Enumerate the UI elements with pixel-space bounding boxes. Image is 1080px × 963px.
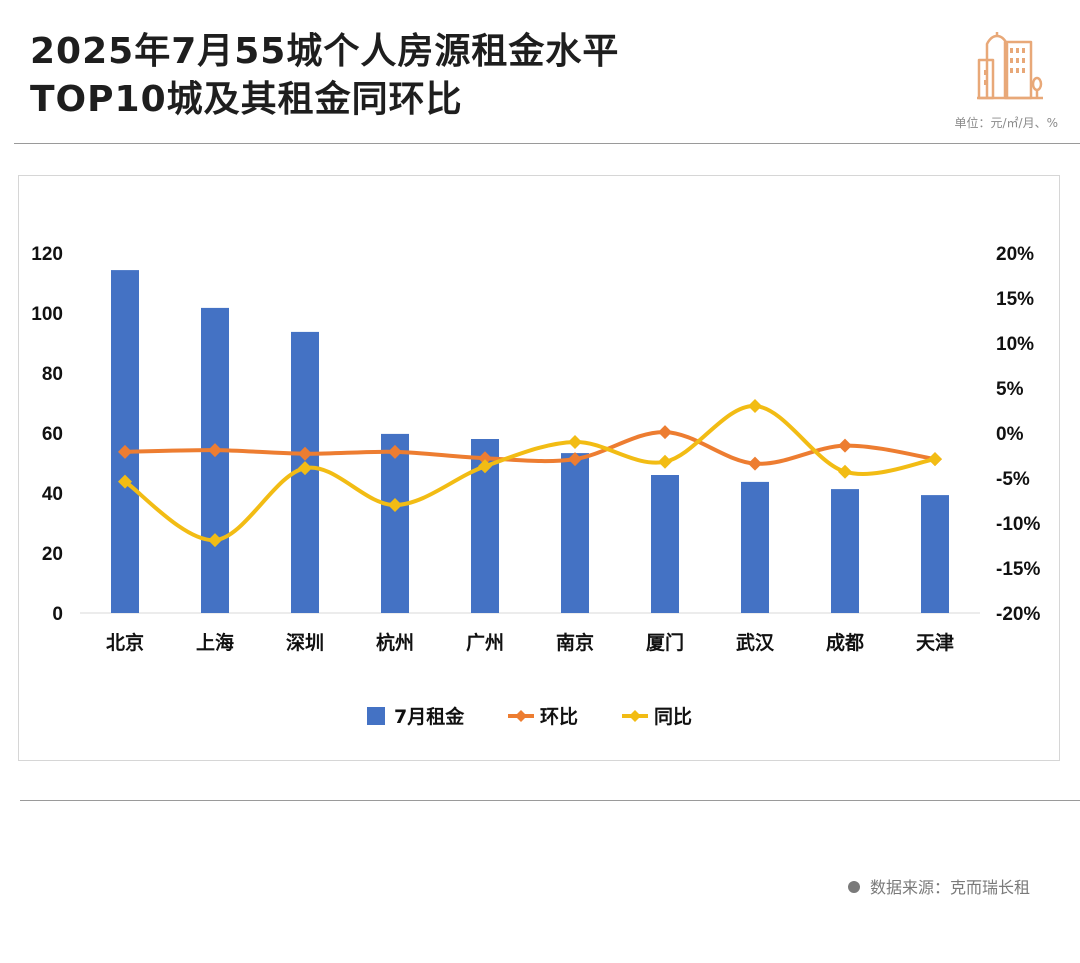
- category-label: 杭州: [376, 631, 414, 654]
- mom-marker-成都: [838, 438, 852, 453]
- right-axis-ticks: -20% -15% -10% -5% 0% 5% 10% 15% 20%: [996, 244, 1040, 625]
- yoy-line: [123, 403, 937, 543]
- legend-label-mom: 环比: [540, 706, 578, 728]
- category-labels: 北京 上海 深圳 杭州 广州 南京 厦门 武汉 成都 天津: [106, 631, 954, 654]
- yoy-marker-厦门: [658, 454, 672, 469]
- header-divider: [14, 143, 1080, 144]
- mom-marker-北京: [118, 444, 132, 459]
- footer-divider: [20, 800, 1080, 801]
- data-source: 数据来源：克而瑞长租: [847, 874, 1030, 898]
- mom-marker-南京: [568, 452, 582, 467]
- category-label: 天津: [916, 631, 954, 654]
- mom-marker-武汉: [748, 456, 762, 471]
- bar-北京: [111, 270, 139, 613]
- left-tick-label: 20: [42, 544, 63, 565]
- yoy-marker-深圳: [298, 461, 312, 476]
- yoy-marker-武汉: [748, 399, 762, 413]
- yoy-marker-广州: [478, 459, 492, 474]
- bar-厦门: [651, 475, 679, 613]
- bar-成都: [831, 489, 859, 613]
- right-tick-label: 15%: [996, 289, 1034, 310]
- category-label: 武汉: [736, 632, 775, 654]
- legend-bar-swatch: [367, 707, 385, 725]
- bar-南京: [561, 453, 589, 613]
- category-label: 南京: [556, 631, 594, 654]
- yoy-marker-杭州: [388, 498, 402, 512]
- category-label: 广州: [466, 631, 504, 654]
- mom-marker-杭州: [388, 444, 402, 459]
- mom-line: [123, 430, 937, 466]
- legend-yoy-marker: [629, 710, 641, 722]
- left-tick-label: 0: [52, 604, 63, 625]
- yoy-marker-成都: [838, 464, 852, 479]
- right-tick-label: 20%: [996, 244, 1034, 265]
- right-tick-label: 0%: [996, 424, 1024, 445]
- line-series: [118, 399, 942, 548]
- left-axis-ticks: 0 20 40 60 80 100 120: [31, 244, 63, 625]
- yoy-marker-上海: [208, 533, 222, 548]
- legend-mom-marker: [515, 710, 527, 722]
- title-line-2: TOP10城及其租金同环比: [30, 79, 463, 120]
- legend: 7月租金 环比 同比: [367, 705, 692, 728]
- chart-frame: [18, 175, 1060, 761]
- bar-天津: [921, 495, 949, 613]
- right-tick-label: 10%: [996, 334, 1034, 355]
- page-title: 2025年7月55城个人房源租金水平 TOP10城及其租金同环比: [30, 28, 619, 124]
- right-tick-label: 5%: [996, 379, 1024, 400]
- right-tick-label: -5%: [996, 469, 1030, 490]
- category-label: 成都: [826, 631, 864, 654]
- category-label: 深圳: [286, 631, 324, 654]
- buildings-icon: [977, 32, 1043, 100]
- left-tick-label: 100: [31, 304, 63, 325]
- yoy-marker-南京: [568, 435, 582, 449]
- category-label: 上海: [196, 631, 234, 654]
- left-tick-label: 80: [42, 364, 63, 385]
- mom-marker-深圳: [298, 446, 312, 461]
- left-tick-label: 120: [31, 244, 63, 265]
- mom-marker-上海: [208, 443, 222, 458]
- left-tick-label: 60: [42, 424, 63, 445]
- bullet-icon: [847, 880, 860, 893]
- yoy-marker-天津: [928, 452, 942, 467]
- category-label: 北京: [106, 631, 144, 654]
- legend-label-yoy: 同比: [654, 706, 692, 728]
- bar-上海: [201, 307, 229, 613]
- source-text: 数据来源：克而瑞长租: [869, 878, 1030, 897]
- mom-marker-广州: [478, 451, 492, 466]
- bar-series: [111, 270, 949, 613]
- right-tick-label: -15%: [996, 559, 1040, 580]
- legend-label-rent: 7月租金: [394, 705, 465, 728]
- right-tick-label: -10%: [996, 514, 1040, 535]
- right-tick-label: -20%: [996, 604, 1040, 625]
- title-line-1: 2025年7月55城个人房源租金水平: [30, 31, 620, 72]
- yoy-marker-北京: [118, 474, 132, 489]
- combo-chart: 0 20 40 60 80 100 120 -20% -15% -10% -5% 0% 5% 10% 15…: [31, 244, 1040, 728]
- bar-杭州: [381, 433, 409, 613]
- bar-武汉: [741, 481, 769, 613]
- category-label: 厦门: [646, 631, 684, 654]
- mom-marker-厦门: [658, 425, 672, 440]
- unit-label: 单位：元/㎡/月、%: [954, 116, 1059, 130]
- left-tick-label: 40: [42, 484, 63, 505]
